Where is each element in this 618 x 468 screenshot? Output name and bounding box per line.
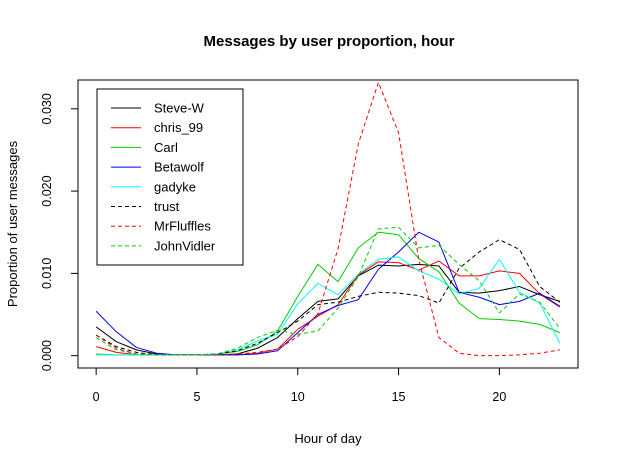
- series-line-mrfluffles: [95, 81, 560, 357]
- legend-box: [96, 88, 244, 266]
- series-line-johnvidler: [95, 226, 561, 356]
- legend-label: Carl: [154, 140, 178, 155]
- legend-label: trust: [154, 199, 180, 214]
- y-axis: 0.000 0.010 0.020 0.030: [40, 93, 79, 371]
- legend-label: Steve-W: [154, 101, 205, 116]
- series-lines: [95, 81, 561, 357]
- legend-label: chris_99: [154, 120, 203, 135]
- x-tick-label: 5: [193, 390, 200, 404]
- legend-label: Betawolf: [154, 160, 204, 175]
- legend-label: MrFluffles: [154, 219, 211, 234]
- y-tick-label: 0.010: [40, 258, 54, 289]
- y-tick-label: 0.030: [40, 93, 54, 124]
- x-tick-label: 20: [492, 390, 506, 404]
- series-line-gadyke: [96, 256, 561, 356]
- legend: Steve-W chris_99 Carl Betawolf gadyke trust Mr…: [96, 88, 244, 266]
- x-tick-label: 0: [93, 390, 100, 404]
- legend-label: gadyke: [154, 179, 196, 194]
- x-axis-label: Hour of day: [294, 431, 362, 446]
- x-tick-label: 15: [392, 390, 406, 404]
- y-axis-label: Proportion of user messages: [5, 140, 20, 307]
- series-line-chris-99: [96, 260, 561, 356]
- x-tick-label: 10: [291, 390, 305, 404]
- y-tick-label: 0.000: [40, 340, 54, 371]
- y-tick-label: 0.020: [40, 175, 54, 206]
- x-axis: 0 5 10 15 20: [93, 367, 506, 404]
- legend-label: JohnVidler: [154, 238, 216, 253]
- chart-title: Messages by user proportion, hour: [204, 33, 455, 50]
